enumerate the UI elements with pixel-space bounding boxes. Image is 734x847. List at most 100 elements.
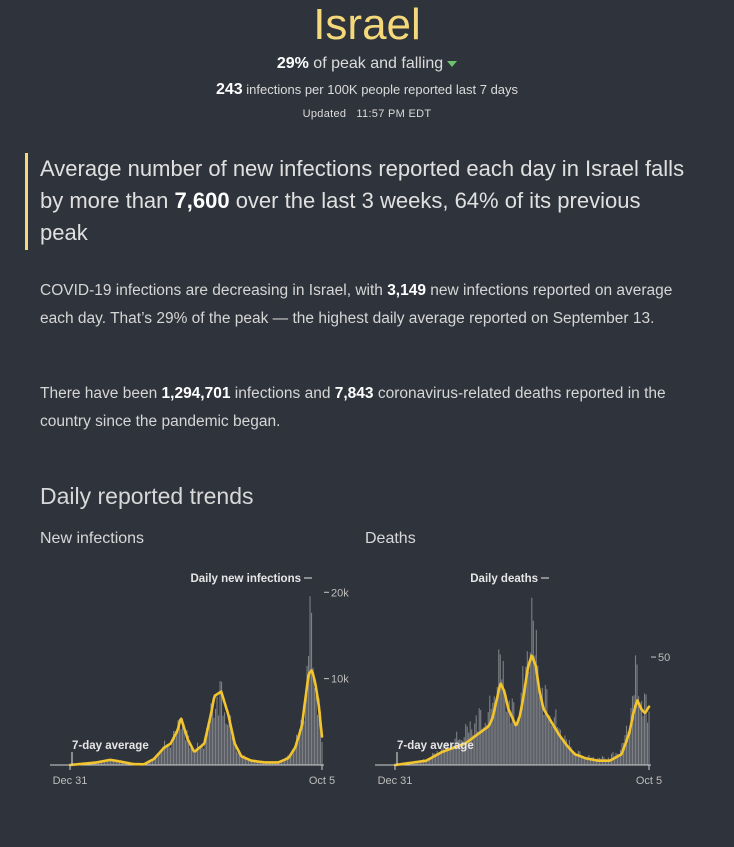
daily-bar — [173, 731, 175, 765]
daily-bar — [303, 720, 305, 765]
daily-bar — [520, 692, 522, 765]
daily-bar — [439, 753, 441, 765]
daily-bar — [249, 759, 251, 765]
daily-bar — [252, 759, 254, 765]
daily-bar — [279, 762, 281, 765]
daily-bar — [421, 760, 423, 765]
daily-bar — [182, 725, 184, 765]
daily-bar — [209, 725, 211, 765]
daily-bar — [625, 725, 628, 765]
daily-bar — [645, 694, 647, 765]
summary-paragraph-1: COVID-19 infections are decreasing in Is… — [40, 277, 700, 333]
daily-bar — [424, 760, 426, 765]
daily-bar — [468, 732, 470, 765]
section-title: Daily reported trends — [40, 483, 254, 509]
daily-bar — [158, 755, 160, 765]
daily-bar — [511, 698, 513, 765]
daily-bar — [149, 761, 151, 765]
daily-bar — [594, 759, 596, 765]
daily-bar — [189, 748, 191, 765]
daily-bar — [215, 708, 217, 765]
deaths-chart-title: Deaths — [365, 530, 416, 547]
daily-bar — [436, 750, 438, 765]
daily-bar — [415, 762, 417, 765]
daily-bar — [591, 757, 593, 765]
daily-bar — [155, 755, 157, 765]
daily-bar — [553, 717, 555, 765]
daily-bar — [501, 679, 503, 765]
daily-bar — [281, 761, 283, 765]
daily-bar — [105, 761, 107, 765]
daily-bar — [213, 717, 215, 765]
daily-bar — [306, 665, 308, 765]
daily-bar — [321, 741, 323, 765]
daily-bar — [318, 698, 320, 765]
daily-bar — [125, 763, 127, 765]
daily-bar — [221, 681, 223, 765]
daily-bar — [420, 761, 422, 765]
daily-bar — [107, 759, 109, 765]
daily-bar — [207, 723, 209, 765]
daily-bar — [492, 702, 494, 765]
daily-bar — [200, 745, 202, 765]
daily-bar — [456, 731, 458, 765]
daily-bar — [411, 763, 413, 765]
daily-bar — [219, 681, 221, 765]
bar-label-annotation: Daily deaths — [470, 573, 538, 585]
daily-bar — [176, 734, 178, 765]
daily-bar — [616, 754, 619, 765]
x-end-label: Oct 5 — [636, 775, 662, 787]
daily-bar — [228, 718, 230, 765]
daily-bar — [195, 748, 197, 765]
daily-bar — [161, 752, 163, 765]
daily-bar — [528, 671, 530, 765]
daily-bar — [201, 744, 203, 765]
daily-bar — [261, 761, 263, 765]
daily-bar — [203, 748, 205, 765]
daily-bar — [432, 752, 434, 765]
daily-bar — [264, 762, 266, 765]
daily-bar — [484, 722, 486, 765]
y-tick-label: 20k — [331, 587, 349, 599]
daily-bar — [246, 760, 248, 765]
daily-bar — [633, 695, 635, 765]
peak-percent: 29% — [276, 55, 309, 72]
daily-bar — [297, 736, 299, 765]
daily-bar — [448, 749, 450, 765]
daily-bar — [312, 667, 314, 765]
total-deaths-value: 7,843 — [334, 385, 374, 402]
daily-bar — [245, 757, 247, 765]
daily-bar — [150, 759, 152, 765]
daily-bar — [450, 749, 452, 765]
daily-bar — [604, 759, 607, 765]
daily-bar — [255, 761, 257, 765]
daily-bar — [495, 701, 497, 765]
x-start-label: Dec 31 — [53, 775, 88, 787]
daily-bar — [513, 702, 515, 765]
daily-bar — [270, 762, 272, 765]
daily-bar — [165, 746, 167, 765]
daily-bar — [426, 760, 428, 765]
daily-bar — [171, 743, 173, 765]
daily-bar — [606, 759, 608, 765]
daily-bar — [589, 757, 591, 765]
daily-bar — [192, 751, 194, 765]
daily-bar — [287, 755, 289, 765]
daily-bar — [565, 739, 567, 765]
daily-bar — [628, 730, 631, 765]
daily-bar — [198, 747, 200, 765]
daily-bar — [595, 759, 597, 765]
daily-bar — [637, 696, 640, 765]
daily-bar — [541, 687, 543, 765]
daily-bar — [174, 730, 176, 765]
daily-bar — [159, 753, 161, 765]
daily-bar — [177, 720, 179, 765]
daily-bar — [191, 748, 193, 765]
daily-bar — [204, 743, 206, 765]
daily-bar — [478, 708, 480, 765]
daily-bar — [164, 740, 166, 765]
daily-bar — [224, 712, 226, 765]
daily-bar — [487, 712, 489, 765]
daily-bar — [152, 760, 154, 765]
infections-per-100k: 243 infections per 100K people reported … — [0, 81, 734, 99]
